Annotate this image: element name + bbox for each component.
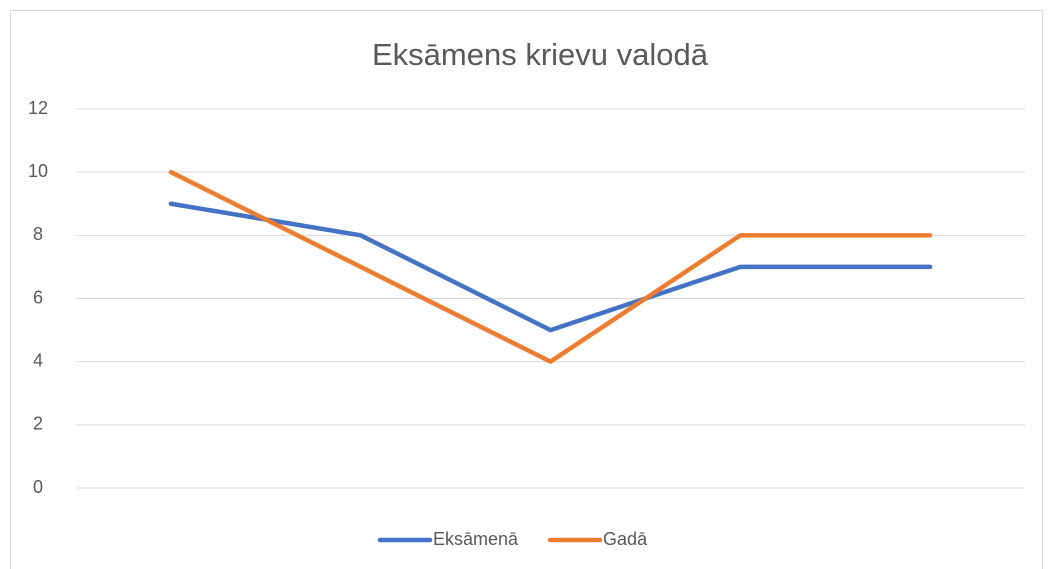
legend-label: Eksāmenā — [433, 529, 519, 549]
y-tick-label: 4 — [33, 350, 43, 370]
series-line — [168, 201, 933, 333]
chart-border — [10, 10, 1043, 569]
y-tick-label: 8 — [33, 224, 43, 244]
y-tick-label: 12 — [28, 98, 48, 118]
y-tick-label: 6 — [33, 287, 43, 307]
chart-title: Eksāmens krievu valodā — [372, 37, 709, 72]
y-tick-label: 2 — [33, 414, 43, 434]
y-tick-label: 0 — [33, 477, 43, 497]
series-line — [168, 169, 933, 364]
y-tick-label: 10 — [28, 161, 48, 181]
legend-label: Gadā — [603, 529, 648, 549]
